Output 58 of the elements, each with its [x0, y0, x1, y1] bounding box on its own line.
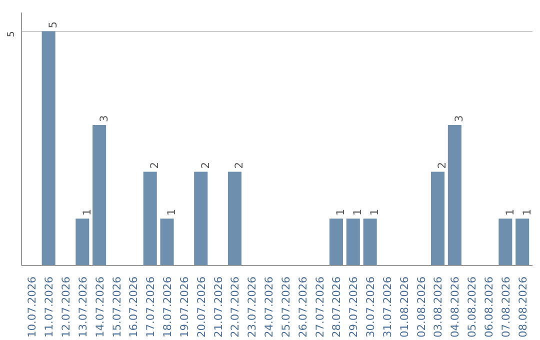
bar: [329, 218, 343, 266]
x-tick-label: 16.07.2026: [127, 276, 140, 338]
x-tick-label: 21.07.2026: [212, 276, 225, 338]
x-tick-label: 26.07.2026: [296, 276, 310, 338]
x-tick-label: 04.08.2026: [448, 276, 462, 338]
bar: [42, 31, 56, 266]
data-label: 2: [436, 162, 449, 169]
bar: [194, 172, 208, 266]
bar: [92, 124, 106, 266]
x-tick-label: 24.07.2026: [262, 276, 276, 338]
data-label: 1: [351, 208, 364, 216]
data-label: 1: [368, 208, 382, 216]
x-tick-label: 25.07.2026: [279, 276, 292, 338]
bar: [228, 172, 242, 266]
data-label: 2: [198, 162, 212, 169]
bar: [448, 124, 462, 266]
x-tick-label: 15.07.2026: [110, 276, 124, 338]
x-tick-label: 10.07.2026: [26, 276, 39, 338]
bar: [498, 218, 512, 266]
x-tick-label: 28.07.2026: [330, 276, 344, 338]
bar: [430, 172, 445, 266]
data-label: 1: [80, 208, 94, 216]
bar: [160, 218, 174, 266]
bar: [363, 218, 377, 266]
data-label: 1: [503, 208, 516, 216]
bar: [346, 218, 360, 266]
bar: [76, 218, 90, 266]
x-tick-label: 08.08.2026: [516, 276, 530, 338]
x-tick-label: 12.07.2026: [59, 276, 72, 338]
x-tick-label: 14.07.2026: [93, 276, 106, 338]
data-label: 2: [232, 162, 246, 169]
data-label: 5: [46, 21, 60, 28]
x-tick-label: 20.07.2026: [194, 276, 208, 338]
x-tick-label: 23.07.2026: [246, 276, 259, 338]
x-tick-label: 22.07.2026: [228, 276, 242, 338]
bar: [143, 172, 157, 266]
x-tick-label: 18.07.2026: [161, 276, 174, 338]
x-tick-label: 13.07.2026: [76, 276, 90, 338]
x-tick-label: 27.07.2026: [313, 276, 326, 338]
data-label: 2: [148, 162, 162, 169]
data-label: 1: [520, 208, 534, 216]
x-tick-label: 07.08.2026: [499, 276, 512, 338]
x-tick-label: 05.08.2026: [466, 276, 479, 338]
x-tick-label: 30.07.2026: [364, 276, 378, 338]
data-label: 3: [97, 115, 110, 122]
x-tick-label: 31.07.2026: [380, 276, 394, 338]
data-label: 1: [165, 208, 178, 216]
data-label: 1: [334, 208, 348, 216]
bar: [516, 218, 530, 266]
x-tick-label: 06.08.2026: [482, 276, 496, 338]
x-tick-label: 17.07.2026: [144, 276, 158, 338]
x-tick-label: 03.08.2026: [432, 276, 445, 338]
x-tick-label: 11.07.2026: [42, 276, 56, 338]
x-tick-label: 02.08.2026: [414, 276, 428, 338]
x-tick-label: 29.07.2026: [347, 276, 360, 338]
data-label: 3: [452, 115, 466, 122]
x-tick-label: 19.07.2026: [178, 276, 191, 338]
x-tick-label: 01.08.2026: [398, 276, 411, 338]
